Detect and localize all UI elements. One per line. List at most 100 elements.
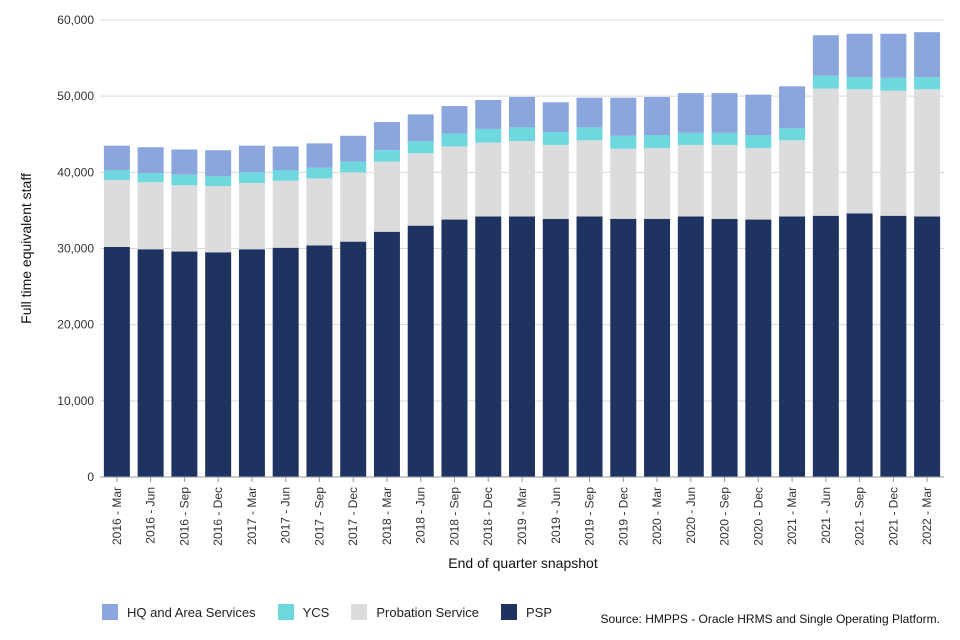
bar-segment-probation-service — [475, 142, 502, 217]
bar-segment-probation-service — [137, 182, 164, 250]
bar-segment-psp — [238, 249, 265, 477]
bar-segment-hq-and-area-services — [272, 146, 299, 171]
legend-swatch — [102, 604, 118, 620]
y-tick-label: 0 — [87, 470, 94, 484]
bar-segment-psp — [542, 218, 569, 478]
bar-segment-ycs — [745, 135, 772, 148]
bar-segment-hq-and-area-services — [711, 93, 738, 133]
y-tick-label: 60,000 — [57, 13, 94, 27]
legend: HQ and Area Services YCS Probation Service… — [102, 604, 574, 620]
x-tick-label: 2017 - Mar — [245, 487, 259, 545]
x-tick-label: 2018 - Mar — [380, 487, 394, 545]
x-tick-label: 2020 - Jun — [684, 487, 698, 544]
bar-segment-hq-and-area-services — [779, 86, 806, 129]
x-tick-label: 2020 - Mar — [650, 487, 664, 545]
bar-segment-hq-and-area-services — [745, 94, 772, 136]
bar-segment-ycs — [542, 131, 569, 145]
bar-segment-probation-service — [644, 147, 671, 219]
bar-segment-ycs — [171, 174, 198, 186]
bar-segment-ycs — [779, 128, 806, 141]
bar-segment-psp — [272, 247, 299, 477]
legend-label: YCS — [302, 604, 330, 620]
bar-segment-psp — [340, 241, 367, 477]
bar-segment-ycs — [373, 150, 400, 162]
bar-segment-ycs — [137, 173, 164, 183]
legend-label: Probation Service — [376, 604, 479, 620]
bar-segment-hq-and-area-services — [610, 97, 637, 136]
x-tick-label: 2022 - Mar — [920, 487, 934, 545]
bar-segment-ycs — [812, 75, 839, 89]
bar-segment-psp — [205, 252, 232, 477]
bar-segment-probation-service — [542, 144, 569, 219]
bar-segment-psp — [711, 218, 738, 478]
bar-segment-psp — [610, 218, 637, 478]
bar-segment-psp — [677, 216, 704, 477]
x-tick-label: 2017 - Dec — [346, 487, 360, 546]
x-tick-label: 2020 - Sep — [718, 487, 732, 546]
bar-segment-hq-and-area-services — [677, 93, 704, 133]
bar-segment-ycs — [340, 161, 367, 173]
y-tick-label: 40,000 — [57, 165, 94, 179]
bar-segment-ycs — [711, 132, 738, 145]
x-tick-label: 2016 - Sep — [177, 487, 191, 546]
bar-segment-hq-and-area-services — [914, 32, 941, 78]
bar-segment-probation-service — [846, 89, 873, 214]
bar-segment-probation-service — [610, 148, 637, 219]
bar-segment-psp — [373, 231, 400, 477]
legend-item: HQ and Area Services — [102, 604, 256, 620]
bar-segment-probation-service — [171, 185, 198, 252]
bar-segment-probation-service — [812, 88, 839, 216]
bar-segment-psp — [880, 215, 907, 477]
bar-segment-psp — [306, 245, 333, 477]
x-tick-label: 2017 - Jun — [279, 487, 293, 544]
y-tick-label: 20,000 — [57, 318, 94, 332]
legend-item: PSP — [500, 604, 552, 620]
bar-segment-ycs — [272, 170, 299, 181]
bar-segment-hq-and-area-services — [644, 96, 671, 136]
bar-segment-psp — [509, 216, 535, 477]
bar-segment-psp — [171, 251, 198, 477]
legend-label: HQ and Area Services — [127, 604, 256, 620]
x-tick-label: 2019 - Jun — [549, 487, 563, 544]
bar-segment-hq-and-area-services — [373, 122, 400, 151]
axes: 0 10,000 20,000 30,000 40,000 50,000 60,000 201… — [57, 13, 944, 546]
bar-segment-hq-and-area-services — [509, 96, 535, 128]
bar-segment-hq-and-area-services — [576, 97, 603, 128]
bar-segment-probation-service — [103, 179, 130, 247]
bar-segment-probation-service — [407, 153, 434, 226]
bar-segment-ycs — [576, 127, 603, 141]
bar-segment-psp — [914, 216, 941, 477]
legend-item: Probation Service — [351, 604, 479, 620]
bar-segment-probation-service — [779, 140, 806, 217]
x-tick-label: 2017 - Sep — [312, 487, 326, 546]
legend-swatch — [277, 604, 294, 620]
bar-segment-probation-service — [306, 178, 333, 246]
x-tick-label: 2021 - Mar — [785, 487, 799, 545]
y-tick-label: 10,000 — [57, 394, 94, 408]
y-axis-title: Full time equivalent staff — [18, 173, 34, 324]
bar-segment-ycs — [509, 127, 535, 142]
bar-segment-hq-and-area-services — [171, 149, 198, 175]
bar-segment-hq-and-area-services — [137, 147, 164, 174]
bar-segment-ycs — [610, 135, 637, 149]
bar-segment-probation-service — [441, 146, 468, 220]
x-tick-label: 2020 - Dec — [751, 487, 765, 546]
bar-segment-probation-service — [576, 140, 603, 217]
bar-segment-ycs — [914, 77, 941, 90]
bars — [103, 32, 941, 478]
x-tick-label: 2016 - Dec — [211, 487, 225, 546]
bar-segment-psp — [441, 219, 468, 477]
bar-segment-hq-and-area-services — [340, 135, 367, 162]
bar-segment-probation-service — [677, 144, 704, 217]
bar-segment-psp — [137, 249, 164, 477]
bar-segment-probation-service — [745, 147, 772, 220]
y-tick-label: 50,000 — [57, 89, 94, 103]
bar-segment-probation-service — [238, 182, 265, 250]
x-tick-label: 2018 - Sep — [447, 487, 461, 546]
source-note: Source: HMPPS - Oracle HRMS and Single O… — [600, 612, 940, 626]
bar-segment-hq-and-area-services — [407, 114, 434, 142]
bar-segment-ycs — [205, 176, 232, 187]
bar-segment-psp — [407, 225, 434, 477]
bar-segment-hq-and-area-services — [306, 143, 333, 168]
bar-segment-hq-and-area-services — [475, 99, 502, 129]
